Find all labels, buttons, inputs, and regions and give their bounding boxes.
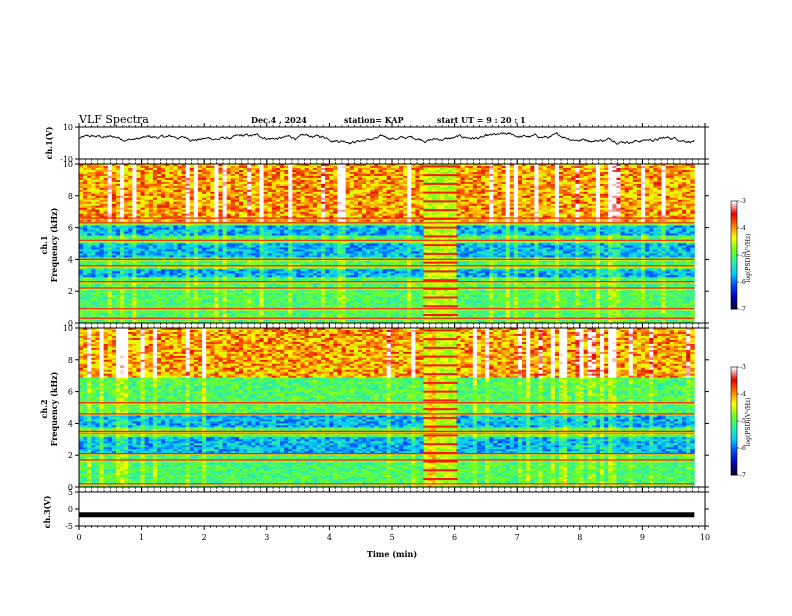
ch1-waveform-line [79,133,694,145]
figure-title: VLF Spectra [78,113,149,126]
start-time-label: start UT = 9 : 20 : 1 [437,115,526,125]
date-label: Dec.4 , 2024 [251,115,307,125]
station-label: station= KAP [344,115,404,125]
ch1-waveform-panel [79,127,705,159]
ch1-waveform-frame [79,127,705,159]
ch1-spectrogram-panel [79,164,705,323]
